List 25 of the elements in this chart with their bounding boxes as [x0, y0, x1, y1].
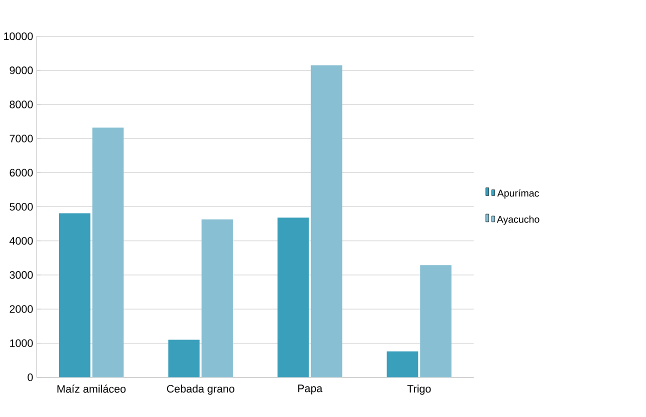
bar	[59, 213, 90, 378]
x-tick-label: Papa	[298, 384, 322, 394]
y-tick-label: 7000	[10, 134, 33, 142]
bar	[386, 351, 418, 378]
x-tick-label: Cebada grano	[166, 384, 234, 394]
x-tick-label: Maíz amiláceo	[57, 384, 126, 392]
legend-label: Ayacucho	[496, 215, 540, 225]
legend-label: Apurímac	[497, 189, 539, 198]
y-tick-label: 2000	[10, 305, 33, 313]
y-tick-label: 10000	[4, 32, 33, 40]
x-tick-label: Trigo	[407, 384, 431, 394]
bar	[420, 264, 452, 378]
bar	[92, 127, 124, 378]
y-tick-label: 9000	[10, 66, 33, 74]
bar	[168, 340, 200, 378]
y-tick-label: 4000	[10, 236, 33, 244]
bar	[202, 219, 233, 378]
y-tick-label: 0	[28, 373, 33, 381]
y-tick-label: 6000	[10, 168, 33, 176]
y-tick-label: 3000	[10, 270, 33, 279]
y-tick-label: 5000	[10, 202, 33, 210]
y-tick-label: 1000	[10, 339, 33, 347]
bar	[310, 65, 342, 378]
bar	[278, 217, 309, 378]
y-tick-label: 8000	[10, 100, 33, 108]
